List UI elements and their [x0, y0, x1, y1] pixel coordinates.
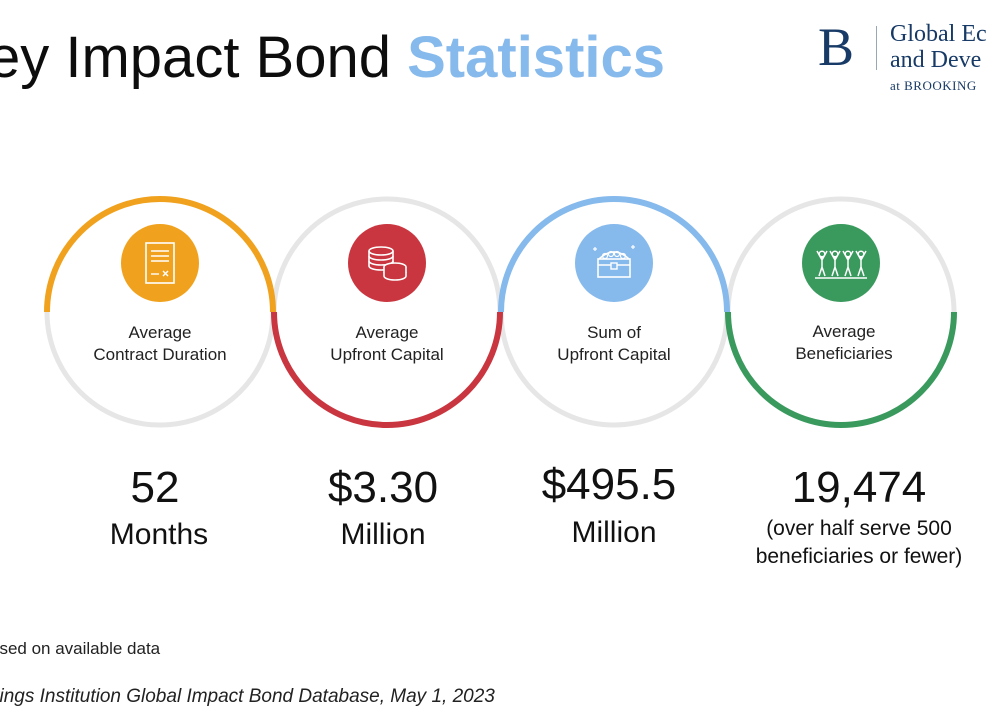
logo-line-2: and Deve: [890, 47, 982, 73]
stat-4-value: 19,474: [791, 463, 927, 512]
source-citation: kings Institution Global Impact Bond Dat…: [0, 686, 495, 707]
logo-line-3: at BROOKING: [890, 78, 977, 93]
stat-2-value: $3.30: [327, 463, 439, 512]
stat-3-unit: Million: [571, 516, 657, 549]
logo-divider: [876, 26, 877, 70]
stat-4-label: Average Beneficiaries: [744, 321, 944, 365]
stat-1-label: Average Contract Duration: [60, 322, 260, 366]
treasure-chest-icon: [575, 224, 653, 302]
stat-2-label-line2: Upfront Capital: [330, 345, 444, 364]
page-title: ey Impact Bond Statistics: [0, 24, 665, 91]
stat-3-value: $495.5: [541, 460, 677, 509]
title-accent: Statistics: [407, 25, 666, 90]
stat-4-label-line2: Beneficiaries: [795, 344, 893, 363]
stat-3-label-line2: Upfront Capital: [557, 345, 671, 364]
coins-icon: [348, 224, 426, 302]
ring-4-arc: [725, 311, 957, 428]
logo-line-1: Global Ec: [890, 21, 987, 47]
title-main: ey Impact Bond: [0, 25, 408, 90]
brookings-logo: B Global Ec and Deve at BROOKING: [818, 20, 1000, 100]
stat-2-unit: Million: [340, 518, 426, 551]
ring-3-arc: [498, 196, 730, 313]
contract-icon: [121, 224, 199, 302]
stat-1-unit: Months: [109, 518, 209, 551]
stat-4-note-line1: (over half serve 500: [766, 517, 952, 540]
ring-1-arc: [44, 196, 276, 313]
stat-4-label-line1: Average: [812, 322, 876, 341]
stat-1-label-line2: Contract Duration: [93, 345, 227, 364]
footnote: ased on available data: [0, 639, 161, 658]
stat-1-value: 52: [130, 463, 180, 512]
stat-3-label-line1: Sum of: [587, 323, 641, 342]
stat-3-label: Sum of Upfront Capital: [514, 322, 714, 366]
stat-4-note: (over half serve 500 beneficiaries or fe…: [719, 515, 999, 571]
stat-1-label-line1: Average: [128, 323, 192, 342]
ring-2-arc: [271, 311, 503, 428]
people-icon: [802, 224, 880, 302]
stat-2-label: Average Upfront Capital: [287, 322, 487, 366]
stat-2-label-line1: Average: [355, 323, 419, 342]
logo-mark: B: [818, 17, 855, 77]
stat-4-note-line2: beneficiaries or fewer): [755, 545, 963, 568]
